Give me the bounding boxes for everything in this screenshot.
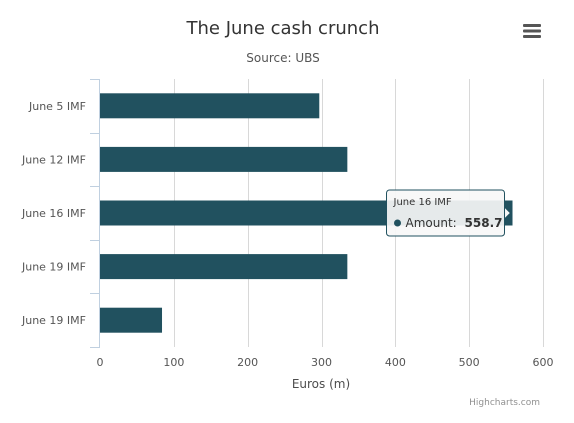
tooltip: June 16 IMF Amount: 558.7 — [386, 189, 512, 237]
x-tick-label: 600 — [533, 356, 554, 369]
x-tick-label: 300 — [311, 356, 332, 369]
tooltip-value: 558.7 — [465, 216, 503, 230]
category-label: June 5 IMF — [28, 100, 86, 113]
x-axis-title: Euros (m) — [292, 377, 350, 391]
axes — [90, 79, 100, 348]
bar[interactable] — [100, 307, 163, 333]
bar[interactable] — [100, 146, 348, 172]
category-label: June 16 IMF — [21, 207, 86, 220]
category-label: June 19 IMF — [21, 261, 86, 274]
chart-title: The June cash crunch — [186, 18, 380, 39]
menu-button[interactable] — [519, 19, 545, 43]
tooltip-category: June 16 IMF — [393, 197, 452, 208]
bar[interactable] — [100, 254, 348, 280]
x-tick-label: 100 — [163, 356, 184, 369]
x-tick-label: 500 — [459, 356, 480, 369]
tooltip-series-label: Amount: — [406, 216, 457, 230]
tooltip-pointer — [504, 205, 512, 221]
hamburger-menu-icon — [523, 24, 541, 38]
tooltip-series-dot — [394, 219, 402, 227]
chart-subtitle: Source: UBS — [246, 51, 320, 65]
x-tick-label: 0 — [97, 356, 104, 369]
bar[interactable] — [100, 93, 320, 119]
category-label: June 19 IMF — [21, 314, 86, 327]
axis-labels: 0 100 200 300 400 500 600 June 5 IMF June 12 IMF… — [21, 100, 554, 369]
credits-link[interactable]: Highcharts.com — [469, 398, 540, 408]
tooltip-line: Amount: 558.7 — [406, 216, 503, 230]
x-tick-label: 400 — [385, 356, 406, 369]
x-tick-label: 200 — [237, 356, 258, 369]
category-label: June 12 IMF — [21, 153, 86, 166]
